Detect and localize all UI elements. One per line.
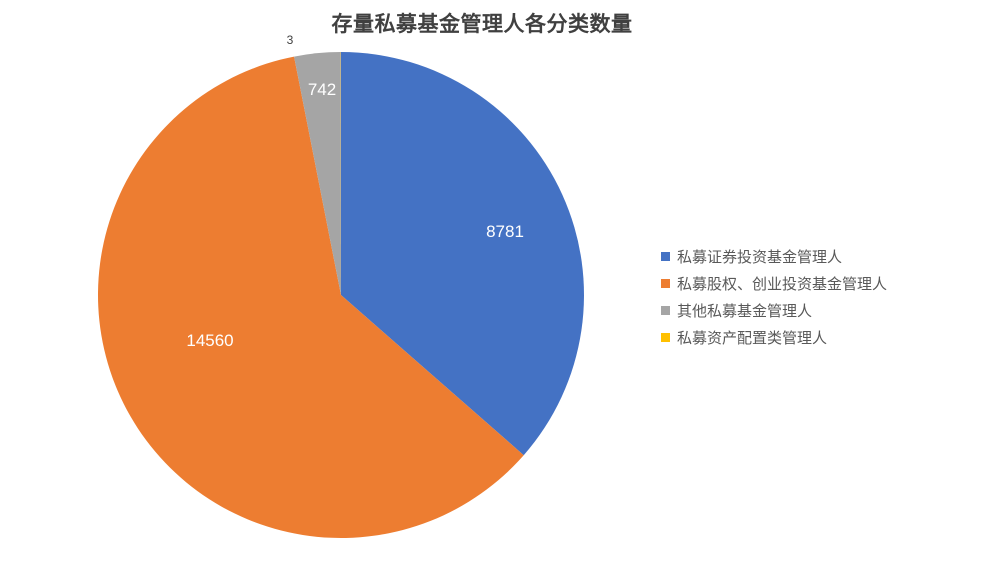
legend-item-other-managers: 其他私募基金管理人 <box>661 300 887 320</box>
data-label-other-managers: 742 <box>307 80 337 99</box>
legend: 私募证券投资基金管理人 私募股权、创业投资基金管理人 其他私募基金管理人 私募资… <box>661 246 887 347</box>
legend-label: 私募股权、创业投资基金管理人 <box>677 275 888 293</box>
legend-swatch-gray <box>661 305 670 315</box>
pie-slice-2 <box>294 52 341 295</box>
data-label-asset-allocation: 3 <box>286 33 294 47</box>
pie-slice-0 <box>341 52 584 456</box>
legend-swatch-orange <box>661 278 670 288</box>
legend-label: 其他私募基金管理人 <box>677 302 813 320</box>
legend-label: 私募资产配置类管理人 <box>677 329 828 347</box>
legend-item-private-securities: 私募证券投资基金管理人 <box>661 246 887 266</box>
pie-slice-1 <box>97 56 524 538</box>
legend-swatch-yellow <box>661 332 670 342</box>
legend-item-asset-allocation: 私募资产配置类管理人 <box>661 327 887 347</box>
chart-title: 存量私募基金管理人各分类数量 <box>331 13 633 36</box>
data-label-private-securities: 8781 <box>486 222 524 241</box>
legend-swatch-blue <box>661 251 670 261</box>
legend-item-private-equity-vc: 私募股权、创业投资基金管理人 <box>661 273 887 293</box>
data-label-private-equity-vc: 14560 <box>186 331 234 350</box>
legend-label: 私募证券投资基金管理人 <box>677 248 843 266</box>
